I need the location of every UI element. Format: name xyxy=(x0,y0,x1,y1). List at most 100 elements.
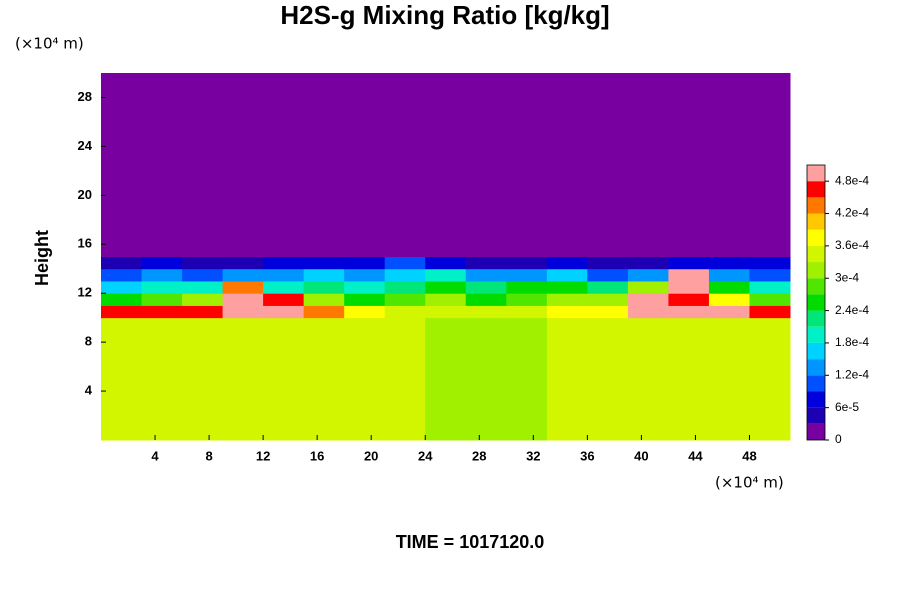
heatmap-cell xyxy=(263,293,305,306)
colorbar-tick-label: 2.4e-4 xyxy=(835,303,869,317)
heatmap-cell xyxy=(627,256,669,270)
heatmap-cell xyxy=(546,305,588,319)
heatmap-cell xyxy=(425,256,467,270)
colorbar-band xyxy=(807,245,825,263)
heatmap-cell xyxy=(627,293,669,306)
footer: TIME = 1017120.0 xyxy=(396,532,545,552)
heatmap-cell xyxy=(465,73,507,257)
heatmap-cell xyxy=(344,305,386,319)
heatmap-cell xyxy=(465,317,507,441)
heatmap-cell xyxy=(425,280,467,294)
heatmap-cell xyxy=(263,268,305,282)
heatmap-cell xyxy=(465,305,507,319)
x-tick-label: 28 xyxy=(472,448,486,463)
heatmap-cell xyxy=(425,293,467,306)
heatmap-cell xyxy=(141,305,183,319)
x-tick-label: 48 xyxy=(742,448,756,463)
heatmap-cell xyxy=(506,280,548,294)
heatmap-cell xyxy=(182,280,224,294)
y-tick-label: 8 xyxy=(85,334,92,349)
heatmap-cell xyxy=(101,280,143,294)
heatmap-cell xyxy=(506,73,548,257)
colorbar-band xyxy=(807,165,825,182)
heatmap-cell xyxy=(425,268,467,282)
heatmap-cell xyxy=(141,293,183,306)
y-axis-label: Height xyxy=(32,230,52,286)
heatmap-cell xyxy=(587,280,629,294)
heatmap-cell xyxy=(303,73,345,257)
heatmap-cell xyxy=(587,293,629,306)
heatmap-cell xyxy=(708,305,750,319)
heatmap-cell xyxy=(303,305,345,319)
heatmap-cell xyxy=(101,305,143,319)
chart-title: H2S-g Mixing Ratio [kg/kg] xyxy=(280,0,609,30)
heatmap-cell xyxy=(425,317,467,441)
heatmap-cell xyxy=(141,280,183,294)
heatmap-cell xyxy=(546,280,588,294)
colorbar-tick-label: 3.6e-4 xyxy=(835,238,869,252)
colorbar-band xyxy=(807,197,825,214)
heatmap-cell xyxy=(344,73,386,257)
heatmap-cell xyxy=(182,268,224,282)
colorbar-band xyxy=(807,310,825,327)
heatmap-cell xyxy=(506,256,548,270)
y-tick-label: 12 xyxy=(78,285,92,300)
y-tick-label: 16 xyxy=(78,236,92,251)
colorbar-tick-label: 0 xyxy=(835,432,842,446)
heatmap-cell xyxy=(668,256,710,270)
heatmap-cell xyxy=(141,256,183,270)
heatmap-cell xyxy=(141,268,183,282)
heatmap-cell xyxy=(101,317,143,441)
heatmap-cell xyxy=(384,317,426,441)
heatmap-cell xyxy=(384,280,426,294)
colorbar-band xyxy=(807,229,825,246)
heatmap-cell xyxy=(182,73,224,257)
heatmap-cell xyxy=(263,256,305,270)
heatmap-cell xyxy=(182,317,224,441)
heatmap-cell xyxy=(668,293,710,306)
heatmap-cell xyxy=(344,280,386,294)
y-tick-label: 24 xyxy=(78,138,93,153)
heatmap-cell xyxy=(506,305,548,319)
colorbar-band xyxy=(807,181,825,198)
heatmap-cell xyxy=(627,317,669,441)
heatmap-cell xyxy=(627,305,669,319)
heatmap-cell xyxy=(587,305,629,319)
heatmap-cell xyxy=(384,305,426,319)
heatmap-cell xyxy=(303,280,345,294)
colorbar-band xyxy=(807,423,825,440)
heatmap-cell xyxy=(708,293,750,306)
heatmap-cell xyxy=(101,268,143,282)
heatmap-cell xyxy=(263,305,305,319)
colorbar-tick-label: 6e-5 xyxy=(835,400,859,414)
y-tick-label: 20 xyxy=(78,187,92,202)
colorbar-band xyxy=(807,407,825,424)
x-tick-label: 40 xyxy=(634,448,648,463)
heatmap-cell xyxy=(587,268,629,282)
heatmap-cell xyxy=(668,280,710,294)
colorbar-band xyxy=(807,375,825,392)
heatmap-cell xyxy=(182,293,224,306)
colorbar-tick-label: 1.8e-4 xyxy=(835,335,869,349)
heatmap-cell xyxy=(101,256,143,270)
heatmap-cell xyxy=(749,280,791,294)
colorbar-band xyxy=(807,278,825,295)
heatmap-cell xyxy=(384,73,426,257)
y-tick-label: 28 xyxy=(78,89,92,104)
heatmap-cell xyxy=(263,280,305,294)
heatmap-cell xyxy=(749,256,791,270)
heatmap-cell xyxy=(506,317,548,441)
heatmap-cell xyxy=(587,73,629,257)
colorbar-band xyxy=(807,262,825,279)
heatmap-cell xyxy=(222,268,264,282)
heatmap-cell xyxy=(668,305,710,319)
colorbar-tick-label: 3e-4 xyxy=(835,270,859,284)
colorbar-tick-label: 4.2e-4 xyxy=(835,206,869,220)
heatmap-cell xyxy=(263,73,305,257)
y-unit: (×10⁴ m) xyxy=(15,35,84,53)
heatmap-cell xyxy=(465,293,507,306)
heatmap-cell xyxy=(749,305,791,319)
heatmap-cell xyxy=(222,293,264,306)
colorbar-band xyxy=(807,294,825,311)
colorbar-tick-label: 4.8e-4 xyxy=(835,173,869,187)
